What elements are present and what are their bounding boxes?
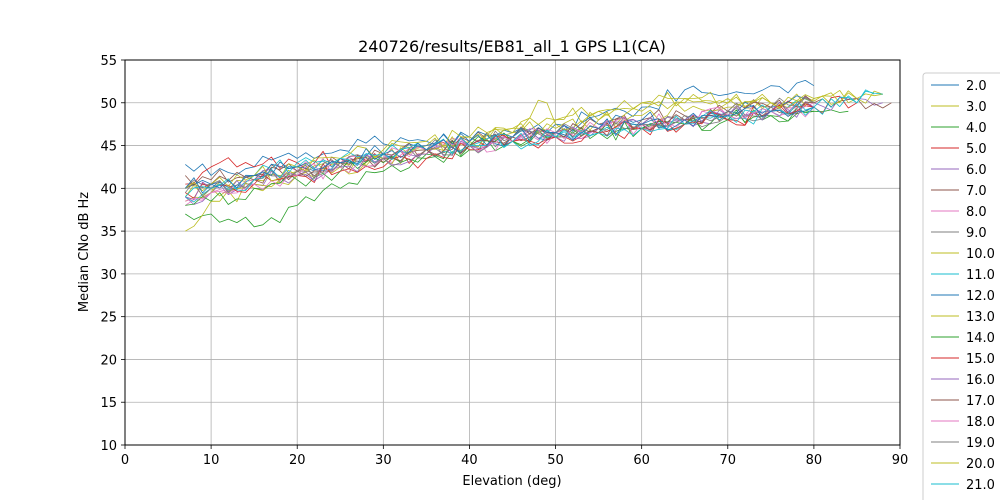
grid-lines: [124, 59, 901, 446]
legend-entry-label: 17.0: [966, 394, 995, 409]
x-tick-label: 50: [547, 453, 564, 468]
x-axis-ticks: 0 10 20 30 40 50 60 70 80 90: [121, 445, 908, 468]
series-line-8-0: [185, 102, 815, 206]
series-line-4-0: [185, 109, 849, 228]
legend-entry-label: 10.0: [966, 247, 995, 262]
x-tick-label: 70: [720, 453, 737, 468]
series-line-16-0: [185, 101, 815, 200]
legend-entry-label: 5.0: [966, 142, 987, 157]
legend-entry-label: 20.0: [966, 457, 995, 472]
x-axis-label: Elevation (deg): [462, 474, 561, 489]
y-tick-label: 20: [100, 353, 117, 368]
legend-entry-label: 8.0: [966, 205, 987, 220]
legend-entry-label: 18.0: [966, 415, 995, 430]
series-line-22-0: [184, 105, 815, 194]
y-tick-label: 30: [100, 268, 117, 283]
x-tick-label: 60: [633, 453, 650, 468]
chart-title: 240726/results/EB81_all_1 GPS L1(CA): [358, 37, 666, 57]
legend-entry-label: 3.0: [966, 100, 987, 115]
x-tick-label: 30: [375, 453, 392, 468]
x-tick-label: 80: [806, 453, 823, 468]
series-line-15-0: [185, 103, 815, 199]
legend-entry-label: 7.0: [966, 184, 987, 199]
y-tick-label: 55: [100, 54, 117, 69]
legend-entry-label: 16.0: [966, 373, 995, 388]
legend-entry-label: 4.0: [966, 121, 987, 136]
legend-entry-label: 12.0: [966, 289, 995, 304]
legend-entry-label: 19.0: [966, 436, 995, 451]
x-tick-label: 20: [289, 453, 306, 468]
y-axis-label: Median CNo dB Hz: [77, 192, 92, 312]
x-tick-label: 90: [892, 453, 909, 468]
y-tick-label: 35: [100, 225, 117, 240]
legend: 2.0 3.0 4.0 5.0 6.0 7.0 8.0 9.0 10.0 11.0 12.0 13.0…: [922, 72, 1000, 500]
x-tick-label: 40: [461, 453, 478, 468]
legend-entry-label: 14.0: [966, 331, 995, 346]
y-axis-ticks: 10 15 20 25 30 35 40 45 50 55: [100, 54, 125, 454]
y-tick-label: 50: [100, 97, 117, 112]
legend-entry-label: 13.0: [966, 310, 995, 325]
x-tick-label: 10: [203, 453, 220, 468]
legend-entry-label: 9.0: [966, 226, 987, 241]
legend-box: [922, 72, 1000, 500]
legend-entry-label: 21.0: [966, 478, 995, 493]
legend-entry-label: 2.0: [966, 79, 987, 94]
legend-entry-label: 15.0: [966, 352, 995, 367]
y-tick-label: 25: [100, 311, 117, 326]
series-line-21-0: [185, 89, 875, 198]
y-tick-label: 15: [100, 396, 117, 411]
plot-frame: [124, 59, 901, 446]
series-lines: [184, 80, 892, 232]
series-line-19-0: [184, 97, 815, 198]
y-tick-label: 10: [100, 439, 117, 454]
x-tick-label: 0: [121, 453, 129, 468]
y-tick-label: 40: [100, 182, 117, 197]
legend-entry-label: 6.0: [966, 163, 987, 178]
series-line-18-0: [185, 106, 815, 202]
y-tick-label: 45: [100, 140, 117, 155]
legend-entry-label: 11.0: [966, 268, 995, 283]
